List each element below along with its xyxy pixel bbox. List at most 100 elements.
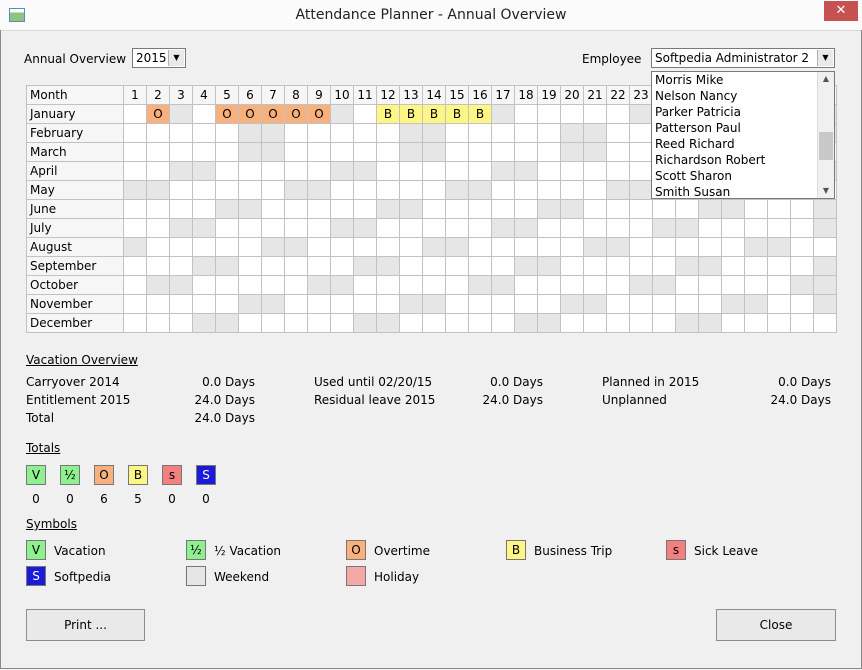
day-cell[interactable] xyxy=(123,237,147,257)
window-close-button[interactable]: ✕ xyxy=(824,1,858,21)
day-cell[interactable] xyxy=(583,275,607,295)
day-cell[interactable] xyxy=(675,199,699,219)
day-cell[interactable] xyxy=(813,313,837,333)
day-cell[interactable] xyxy=(675,256,699,276)
day-cell[interactable] xyxy=(698,275,722,295)
day-cell[interactable] xyxy=(169,180,193,200)
day-cell[interactable] xyxy=(307,294,331,314)
day-cell[interactable] xyxy=(422,313,446,333)
day-cell[interactable] xyxy=(399,313,423,333)
day-cell[interactable] xyxy=(330,104,354,124)
day-cell[interactable] xyxy=(169,161,193,181)
day-cell[interactable] xyxy=(169,142,193,162)
day-cell[interactable] xyxy=(169,256,193,276)
day-cell[interactable] xyxy=(721,237,745,257)
day-cell[interactable] xyxy=(399,161,423,181)
day-cell[interactable] xyxy=(698,313,722,333)
day-cell[interactable] xyxy=(698,218,722,238)
day-cell[interactable] xyxy=(445,275,469,295)
day-cell[interactable] xyxy=(353,218,377,238)
day-cell[interactable] xyxy=(698,256,722,276)
day-cell[interactable] xyxy=(491,294,515,314)
day-cell[interactable] xyxy=(813,237,837,257)
day-cell[interactable] xyxy=(583,180,607,200)
day-cell[interactable] xyxy=(261,313,285,333)
day-cell[interactable] xyxy=(307,161,331,181)
day-cell[interactable] xyxy=(721,275,745,295)
day-cell[interactable] xyxy=(261,180,285,200)
day-cell[interactable] xyxy=(192,180,216,200)
day-cell[interactable] xyxy=(399,199,423,219)
day-cell[interactable] xyxy=(491,218,515,238)
day-cell[interactable] xyxy=(721,218,745,238)
day-cell[interactable] xyxy=(261,161,285,181)
day-cell[interactable] xyxy=(215,237,239,257)
day-cell[interactable] xyxy=(169,294,193,314)
day-cell[interactable] xyxy=(353,313,377,333)
day-cell[interactable] xyxy=(491,180,515,200)
day-cell[interactable] xyxy=(330,161,354,181)
day-cell[interactable] xyxy=(169,313,193,333)
day-cell[interactable] xyxy=(813,294,837,314)
day-cell[interactable] xyxy=(123,161,147,181)
day-cell[interactable] xyxy=(376,180,400,200)
day-cell[interactable] xyxy=(445,313,469,333)
chevron-down-icon[interactable]: ▼ xyxy=(817,50,833,66)
day-cell[interactable] xyxy=(652,294,676,314)
day-cell[interactable] xyxy=(790,218,814,238)
day-cell[interactable] xyxy=(284,313,308,333)
day-cell[interactable] xyxy=(353,104,377,124)
day-cell[interactable] xyxy=(744,237,768,257)
day-cell[interactable] xyxy=(537,180,561,200)
day-cell[interactable] xyxy=(284,275,308,295)
day-cell[interactable] xyxy=(215,142,239,162)
day-cell[interactable] xyxy=(123,294,147,314)
day-cell[interactable] xyxy=(698,294,722,314)
day-cell[interactable] xyxy=(307,123,331,143)
day-cell[interactable] xyxy=(422,218,446,238)
day-cell[interactable] xyxy=(652,256,676,276)
day-cell[interactable]: B xyxy=(422,104,446,124)
day-cell[interactable] xyxy=(284,256,308,276)
day-cell[interactable]: O xyxy=(238,104,262,124)
day-cell[interactable] xyxy=(560,256,584,276)
day-cell[interactable] xyxy=(813,275,837,295)
day-cell[interactable] xyxy=(353,256,377,276)
day-cell[interactable] xyxy=(537,104,561,124)
day-cell[interactable] xyxy=(215,313,239,333)
scroll-up-icon[interactable]: ▲ xyxy=(822,74,830,83)
day-cell[interactable] xyxy=(767,256,791,276)
day-cell[interactable] xyxy=(376,199,400,219)
day-cell[interactable] xyxy=(468,142,492,162)
day-cell[interactable] xyxy=(629,161,653,181)
day-cell[interactable] xyxy=(583,142,607,162)
day-cell[interactable] xyxy=(353,123,377,143)
day-cell[interactable] xyxy=(307,180,331,200)
day-cell[interactable] xyxy=(629,218,653,238)
day-cell[interactable] xyxy=(721,199,745,219)
day-cell[interactable] xyxy=(583,199,607,219)
day-cell[interactable] xyxy=(146,313,170,333)
day-cell[interactable] xyxy=(422,142,446,162)
day-cell[interactable] xyxy=(284,237,308,257)
day-cell[interactable] xyxy=(491,104,515,124)
day-cell[interactable] xyxy=(353,142,377,162)
day-cell[interactable] xyxy=(123,142,147,162)
day-cell[interactable] xyxy=(399,142,423,162)
day-cell[interactable] xyxy=(560,199,584,219)
day-cell[interactable] xyxy=(537,275,561,295)
day-cell[interactable] xyxy=(767,275,791,295)
day-cell[interactable] xyxy=(514,161,538,181)
day-cell[interactable] xyxy=(215,180,239,200)
day-cell[interactable] xyxy=(606,180,630,200)
day-cell[interactable] xyxy=(307,199,331,219)
day-cell[interactable] xyxy=(606,275,630,295)
day-cell[interactable] xyxy=(192,199,216,219)
day-cell[interactable] xyxy=(698,199,722,219)
day-cell[interactable] xyxy=(468,218,492,238)
day-cell[interactable] xyxy=(353,180,377,200)
employee-list-item[interactable]: Reed Richard xyxy=(655,137,735,151)
day-cell[interactable] xyxy=(606,237,630,257)
day-cell[interactable] xyxy=(744,313,768,333)
day-cell[interactable] xyxy=(123,218,147,238)
